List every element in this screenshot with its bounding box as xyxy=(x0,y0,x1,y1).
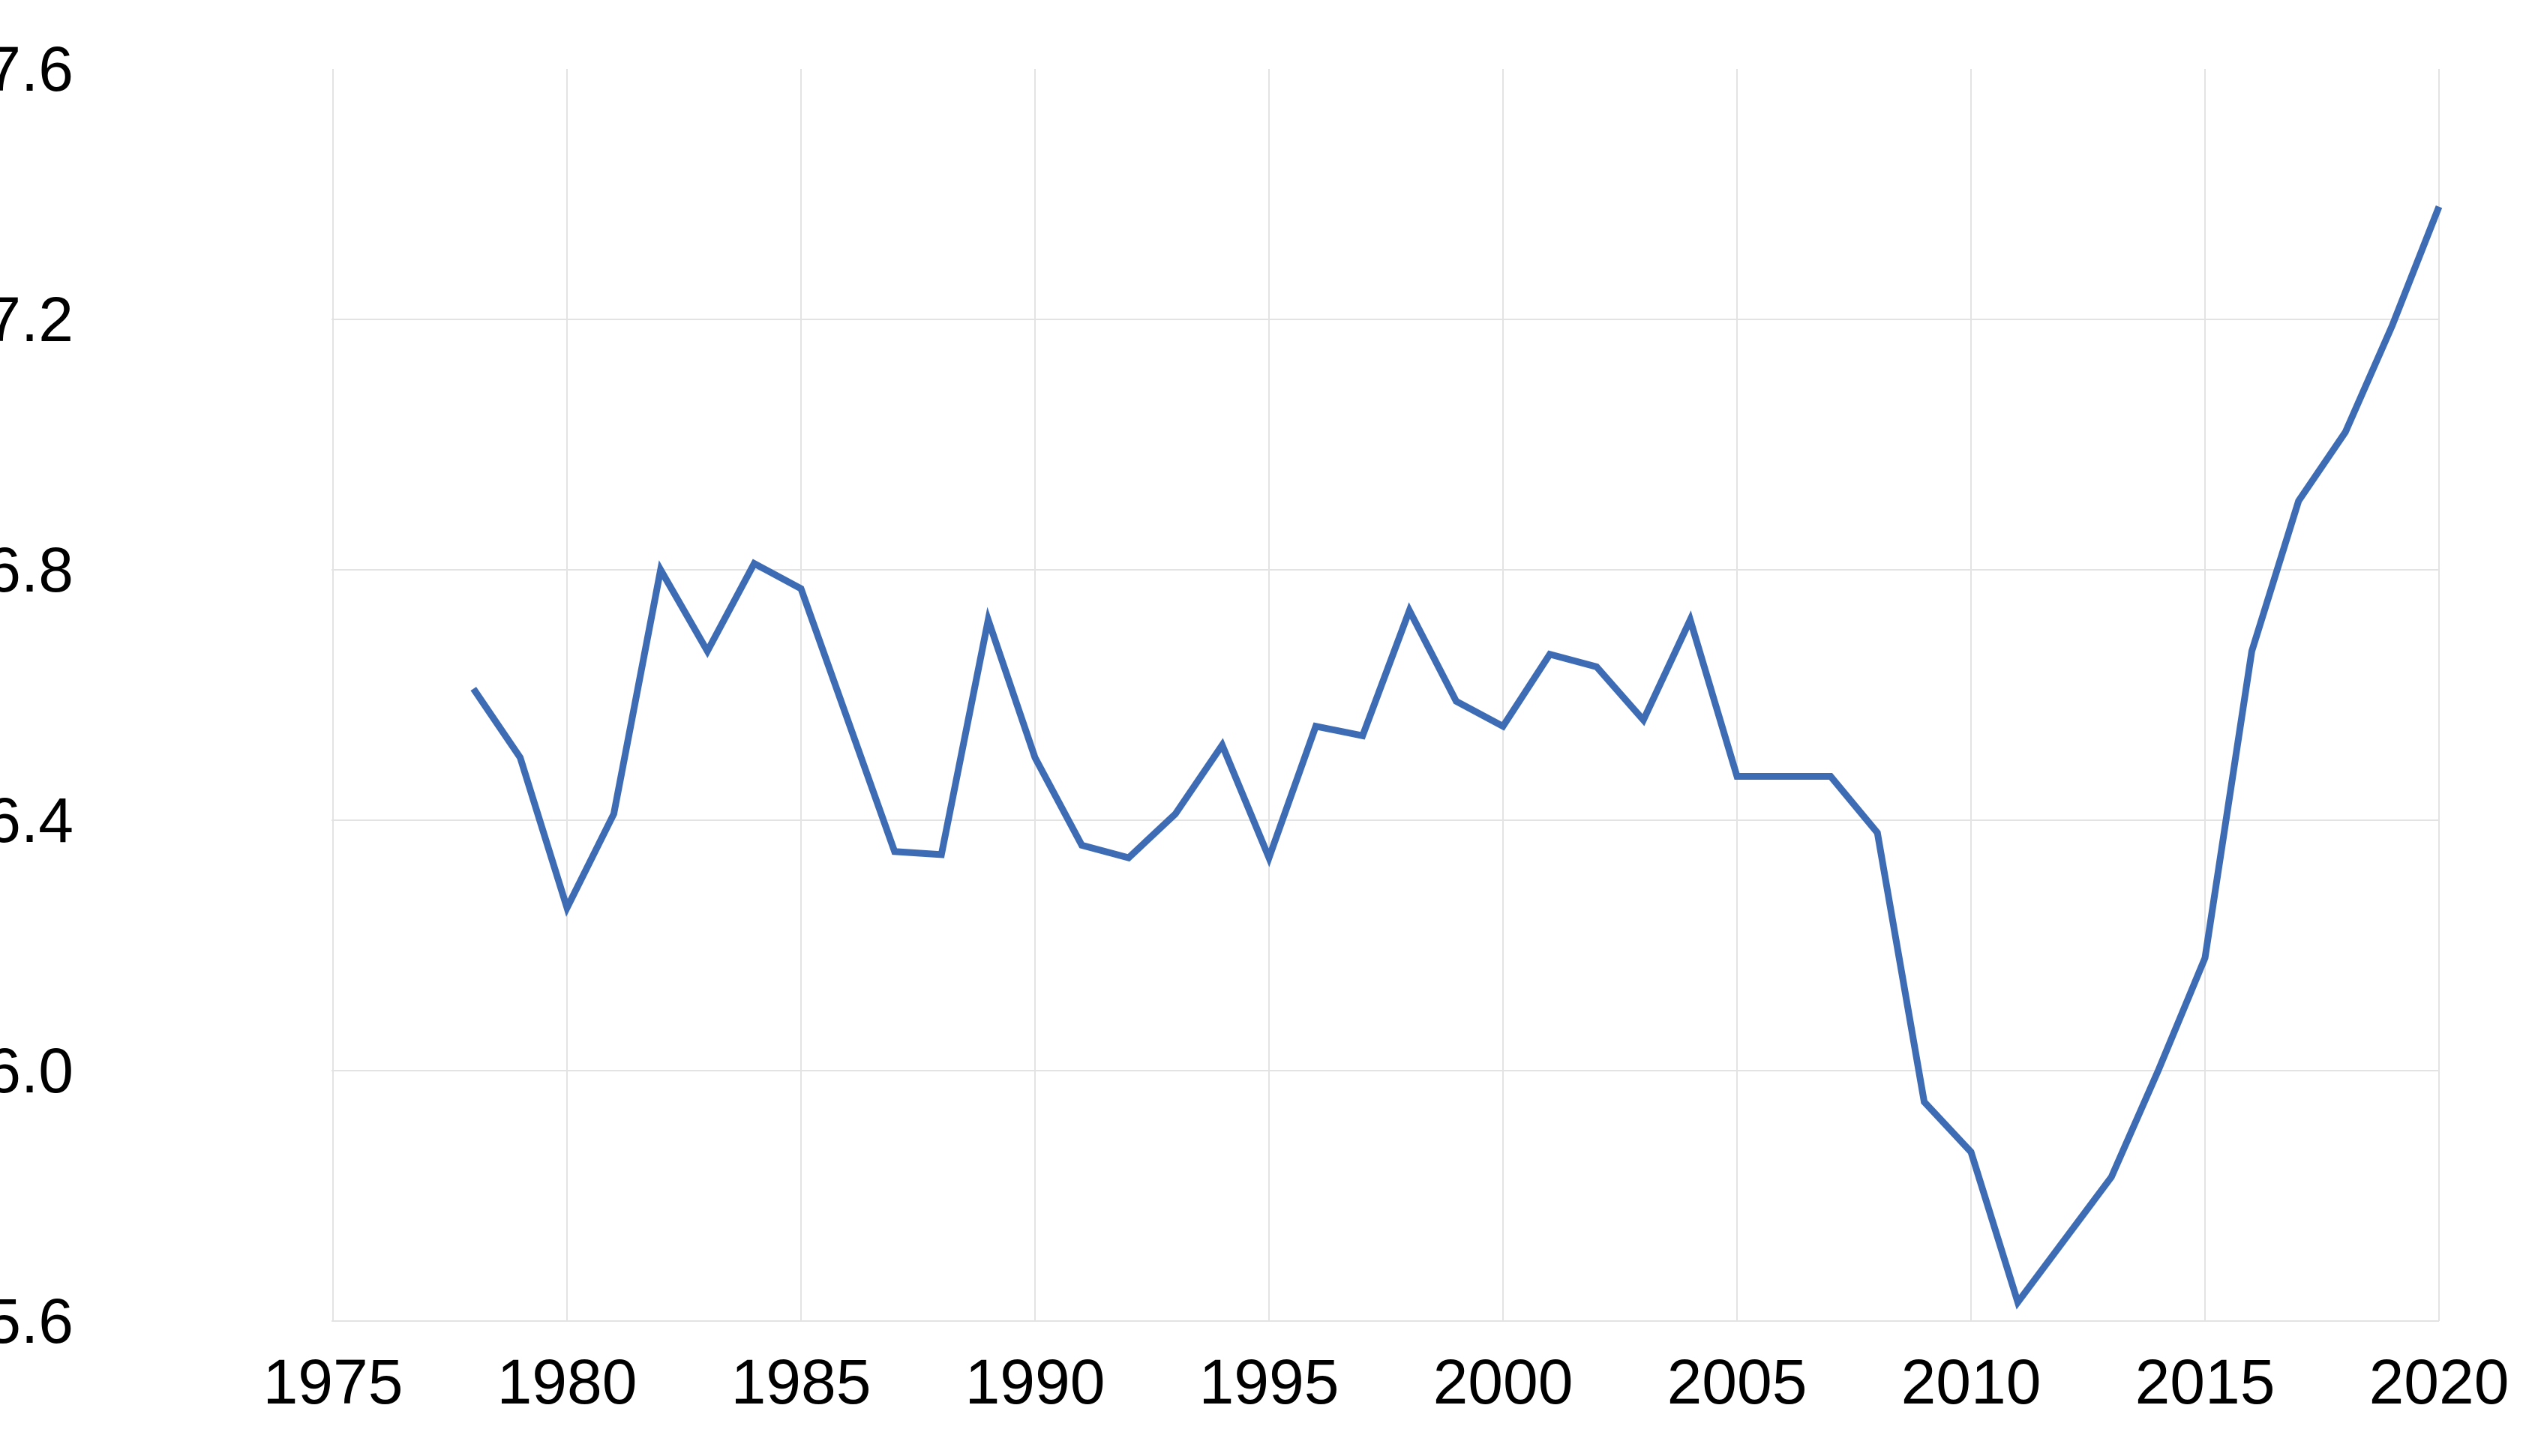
y-axis-tick-labels: 5.6 6.0 6.4 6.8 7.2 7.6 xyxy=(0,34,74,1356)
y-tick-label: 6.4 xyxy=(0,785,74,855)
grid-lines xyxy=(332,69,2440,1322)
x-tick-label: 1985 xyxy=(731,1347,872,1417)
y-tick-label: 7.2 xyxy=(0,284,74,355)
series-layer xyxy=(470,205,2443,1310)
x-tick-label: 1990 xyxy=(965,1347,1106,1417)
x-tick-label: 2020 xyxy=(2369,1347,2510,1417)
x-axis-tick-labels: 1975 1980 1985 1990 1995 2000 2005 2010 2015 2020 xyxy=(263,1347,2510,1417)
series-line xyxy=(470,205,2443,1310)
y-tick-label: 5.6 xyxy=(0,1286,74,1356)
x-tick-label: 1980 xyxy=(497,1347,638,1417)
y-tick-label: 6.0 xyxy=(0,1035,74,1106)
x-tick-label: 2010 xyxy=(1901,1347,2042,1417)
y-tick-label: 7.6 xyxy=(0,34,74,104)
x-tick-label: 2000 xyxy=(1433,1347,1574,1417)
x-tick-label: 1995 xyxy=(1199,1347,1340,1417)
x-tick-label: 1975 xyxy=(263,1347,404,1417)
y-tick-label: 6.8 xyxy=(0,535,74,605)
x-tick-label: 2005 xyxy=(1667,1347,1808,1417)
x-tick-label: 2015 xyxy=(2135,1347,2276,1417)
